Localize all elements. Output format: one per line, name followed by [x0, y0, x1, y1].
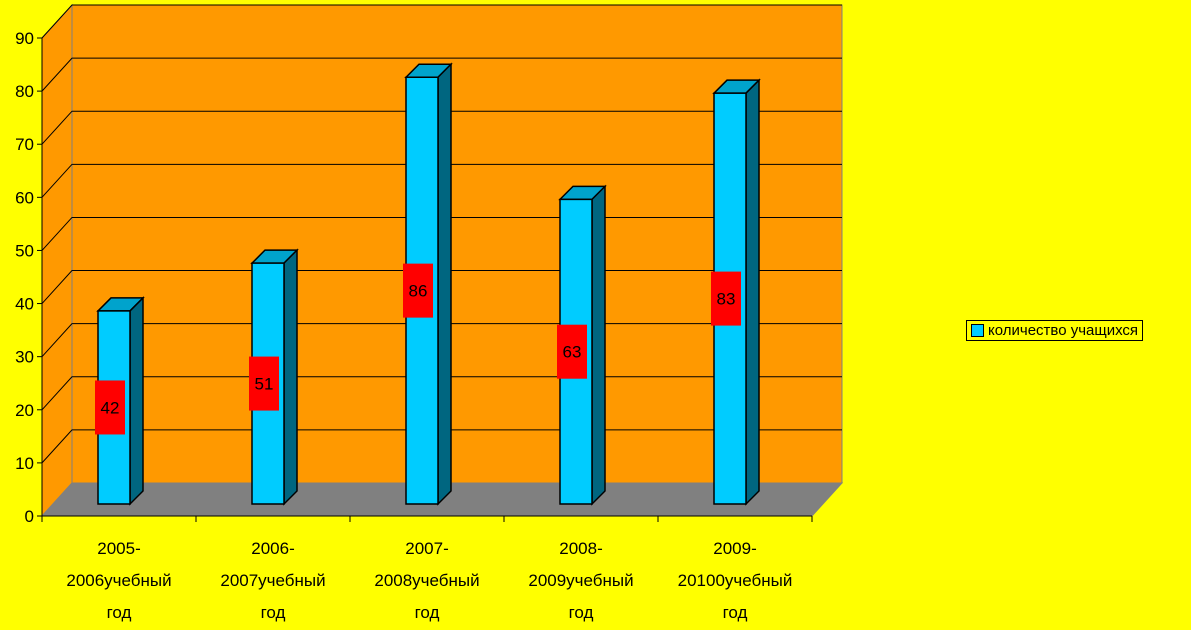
legend: количество учащихся [966, 320, 1144, 341]
y-tick-label: 90 [15, 29, 34, 48]
data-label: 42 [95, 380, 125, 435]
data-label-text: 83 [717, 290, 736, 309]
bar-side-face [129, 296, 144, 506]
data-label-text: 42 [101, 398, 120, 417]
x-tick-label-line: 2007- [405, 539, 448, 558]
y-tick-label: 50 [15, 241, 34, 260]
data-label-box [95, 380, 125, 435]
data-label-text: 86 [409, 282, 428, 301]
x-tick-label-line: 2006учебный [66, 571, 171, 590]
y-tick-label: 0 [25, 507, 34, 526]
bar-side-face [745, 78, 760, 506]
x-tick-label-line: год [107, 603, 132, 622]
x-tick-label-line: 2008- [559, 539, 602, 558]
x-tick-label: 2006- 2007учебный год [220, 539, 325, 622]
data-label-box [403, 263, 433, 318]
x-tick-label: 2005- 2006учебный год [66, 539, 171, 622]
data-label: 51 [249, 356, 279, 411]
plot-side-wall [41, 3, 73, 518]
y-tick-label: 40 [15, 295, 34, 314]
bar-side-face [437, 62, 452, 506]
x-tick-label-line: 2009учебный [528, 571, 633, 590]
gridline [41, 110, 842, 145]
x-tick-label-line: год [723, 603, 748, 622]
y-tick-label: 60 [15, 188, 34, 207]
x-tick-label-line: 2007учебный [220, 571, 325, 590]
y-tick-label: 80 [15, 82, 34, 101]
y-tick-label: 30 [15, 348, 34, 367]
data-label-box [711, 271, 741, 326]
gridline [41, 163, 842, 198]
y-tick-label: 10 [15, 454, 34, 473]
x-tick-label-line: 2006- [251, 539, 294, 558]
x-tick-label: 2007- 2008учебный год [374, 539, 479, 622]
x-tick-label-line: год [261, 603, 286, 622]
data-label: 83 [711, 271, 741, 326]
data-label: 86 [403, 263, 433, 318]
data-label: 63 [557, 324, 587, 379]
x-tick-label: 2009- 20100учебный год [678, 539, 793, 622]
x-tick-label-line: год [415, 603, 440, 622]
x-tick-label-line: год [569, 603, 594, 622]
x-tick-label-line: 20100учебный [678, 571, 793, 590]
x-tick-label-line: 2009- [713, 539, 756, 558]
y-tick-label: 70 [15, 135, 34, 154]
legend-swatch [971, 324, 984, 337]
data-label-box [249, 356, 279, 411]
gridline [41, 57, 842, 92]
x-tick-label: 2008- 2009учебный год [528, 539, 633, 622]
data-label-text: 63 [563, 343, 582, 362]
bar-side-face [591, 184, 606, 506]
y-tick-label: 20 [15, 401, 34, 420]
x-tick-label-line: 2005- [97, 539, 140, 558]
gridline [41, 4, 842, 39]
x-tick-label-line: 2008учебный [374, 571, 479, 590]
data-label-box [557, 324, 587, 379]
bar-side-face [283, 248, 298, 506]
data-label-text: 51 [255, 375, 274, 394]
legend-label: количество учащихся [988, 322, 1139, 339]
